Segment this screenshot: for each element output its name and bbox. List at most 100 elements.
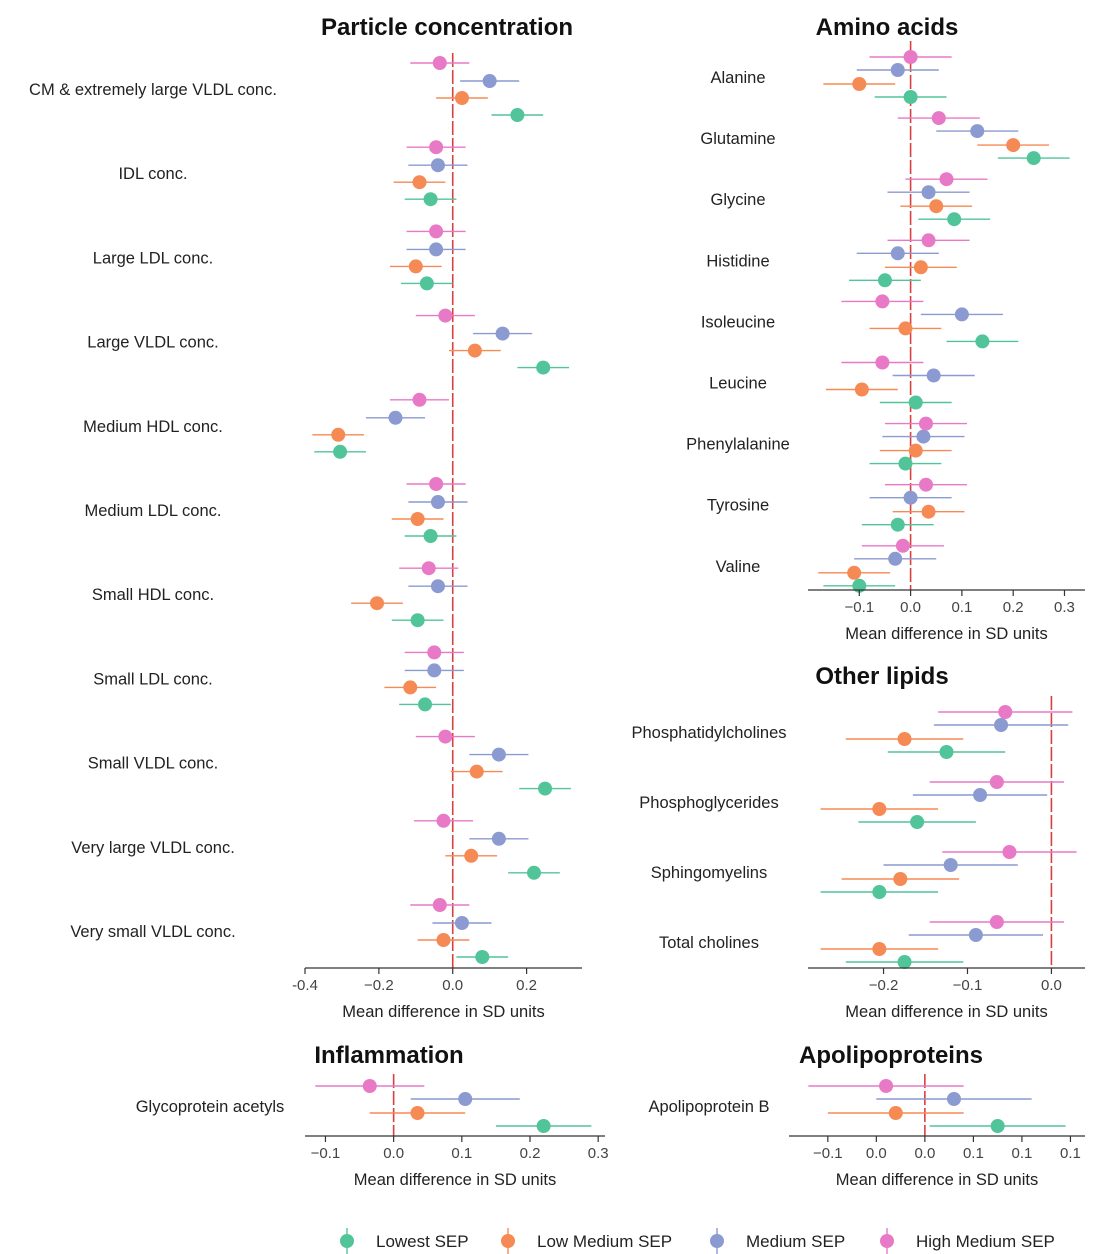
point — [875, 294, 890, 309]
x-tick-label: 0.1 — [963, 1145, 984, 1162]
point — [408, 259, 423, 274]
legend-label: Lowest SEP — [376, 1232, 469, 1251]
point — [362, 1079, 377, 1093]
point — [973, 788, 988, 802]
forest-row: Phosphatidylcholines — [631, 705, 1073, 759]
forest-row: Very large VLDL conc. — [71, 813, 560, 880]
panel-apolipoproteins: Apolipoproteins Apolipoprotein B −0.1 0.0 0.… — [648, 1042, 1085, 1189]
point — [895, 538, 910, 553]
panel-amino-acids: Amino acids Alanine Glutamine Glycine Histid… — [686, 14, 1085, 643]
row-label: Small HDL conc. — [92, 586, 214, 604]
panel-title: Apolipoproteins — [799, 1042, 983, 1069]
point — [429, 242, 444, 257]
point — [429, 477, 444, 491]
legend-item: Medium SEP — [710, 1228, 845, 1254]
point — [898, 321, 913, 336]
forest-row: Small LDL conc. — [93, 645, 464, 712]
point — [510, 108, 525, 122]
row-label: Alanine — [710, 69, 765, 87]
point — [989, 775, 1004, 789]
x-tick-label: 0.0 — [1041, 977, 1062, 994]
point — [475, 950, 490, 964]
row-label: Medium LDL conc. — [85, 502, 222, 520]
legend-label: Medium SEP — [746, 1232, 845, 1251]
point — [538, 781, 553, 796]
forest-row: Glycine — [710, 172, 991, 227]
point — [1002, 845, 1017, 859]
point — [947, 212, 962, 227]
point — [526, 865, 541, 880]
forest-row: Large LDL conc. — [93, 224, 466, 291]
x-tick-label: 0.3 — [588, 1145, 609, 1162]
x-tick-label: 0.2 — [1003, 599, 1024, 616]
x-tick-label: −0.2 — [364, 977, 394, 994]
x-tick-label: 0.1 — [951, 599, 972, 616]
point — [852, 578, 867, 593]
point — [893, 872, 908, 886]
row-label: Very large VLDL conc. — [71, 839, 235, 857]
point — [939, 172, 954, 187]
row-label: Glycine — [710, 191, 765, 209]
point — [469, 764, 484, 779]
row-label: Apolipoprotein B — [648, 1098, 769, 1116]
point — [903, 490, 918, 505]
point — [436, 813, 451, 828]
x-axis-label: Mean difference in SD units — [845, 1003, 1047, 1021]
point — [427, 645, 442, 660]
row-label: Large VLDL conc. — [87, 334, 218, 352]
row-label: Small VLDL conc. — [88, 755, 219, 773]
point — [890, 63, 905, 77]
point — [333, 444, 348, 459]
point — [412, 175, 427, 190]
point — [929, 199, 944, 214]
point — [994, 718, 1009, 732]
legend-label: High Medium SEP — [916, 1232, 1055, 1251]
row-label: IDL conc. — [118, 165, 187, 183]
point — [438, 729, 453, 744]
point — [908, 395, 923, 410]
point — [875, 355, 890, 370]
row-label: Phosphoglycerides — [639, 794, 778, 812]
point — [421, 561, 436, 576]
point — [458, 1092, 473, 1106]
point — [370, 596, 385, 611]
legend: Lowest SEP Low Medium SEP Medium SEP High M… — [340, 1228, 1055, 1254]
x-tick-label: -0.4 — [292, 977, 318, 994]
point — [854, 382, 869, 397]
x-tick-label: −0.1 — [813, 1145, 843, 1162]
point — [454, 916, 469, 930]
row-label: Total cholines — [659, 934, 759, 952]
point — [419, 276, 434, 291]
row-label: Small LDL conc. — [93, 670, 213, 688]
forest-row: Leucine — [709, 355, 975, 410]
point — [438, 308, 453, 323]
x-tick-label: 0.0 — [900, 599, 921, 616]
point — [430, 158, 445, 173]
row-label: CM & extremely large VLDL conc. — [29, 81, 277, 99]
forest-row: Glutamine — [700, 111, 1070, 166]
point — [968, 928, 983, 942]
panel-title: Particle concentration — [321, 14, 573, 41]
point — [410, 1106, 425, 1120]
row-label: Very small VLDL conc. — [70, 923, 235, 941]
point — [536, 360, 551, 375]
row-label: Histidine — [706, 252, 769, 270]
forest-row: IDL conc. — [118, 140, 468, 207]
point — [423, 192, 438, 207]
point — [888, 551, 903, 566]
panel-inflammation: Inflammation Glycoprotein acetyls −0.1 0.0 0… — [136, 1042, 609, 1189]
point — [429, 224, 444, 239]
x-tick-label: 0.0 — [866, 1145, 887, 1162]
point — [432, 56, 447, 70]
point — [847, 565, 862, 580]
legend-label: Low Medium SEP — [537, 1232, 672, 1251]
point — [423, 529, 438, 543]
point — [918, 477, 933, 492]
point — [430, 579, 445, 594]
forest-row: Total cholines — [659, 915, 1065, 969]
point — [410, 613, 425, 628]
forest-row: Phosphoglycerides — [639, 775, 1065, 829]
row-label: Sphingomyelins — [651, 864, 767, 882]
point — [1026, 151, 1041, 166]
point — [910, 815, 925, 829]
